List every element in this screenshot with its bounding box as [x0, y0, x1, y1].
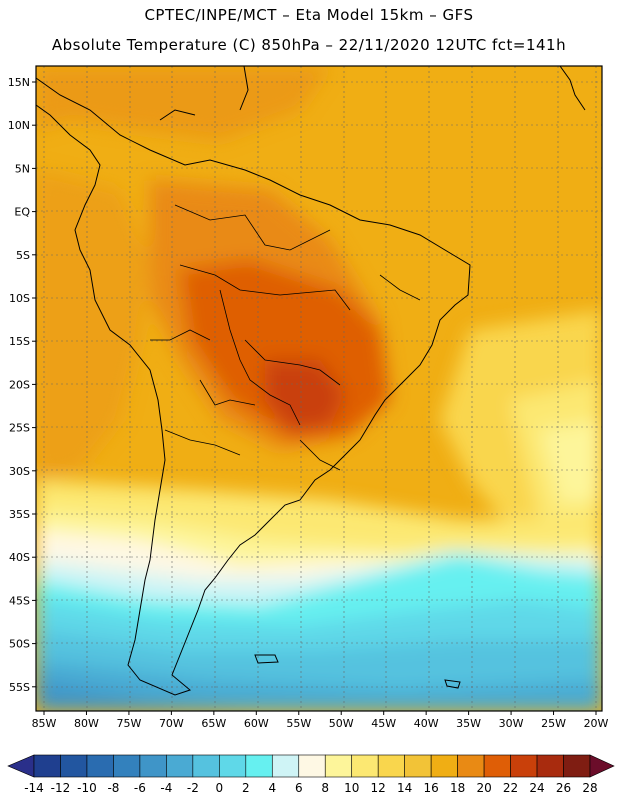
colorbar-tick-label: 22	[503, 781, 518, 795]
colorbar-swatch	[563, 754, 591, 778]
colorbar-tick-label: -4	[160, 781, 172, 795]
lon-label: 20W	[584, 717, 609, 730]
colorbar-tick-label: 14	[397, 781, 412, 795]
colorbar-swatch	[192, 754, 220, 778]
lat-label: 40S	[9, 551, 30, 564]
lat-label: 5S	[16, 249, 30, 262]
longitude-labels: 85W 80W 75W 70W 65W 60W 55W 50W 45W 40W 35W 30W 25W 2…	[32, 711, 609, 730]
lon-label: 55W	[286, 717, 311, 730]
country-borders	[150, 204, 421, 471]
lat-label: 30S	[9, 465, 30, 478]
colorbar-tick-label: -8	[107, 781, 119, 795]
lon-label: 65W	[201, 717, 226, 730]
lat-label: 35S	[9, 508, 30, 521]
colorbar-swatch	[86, 754, 114, 778]
lon-label: 40W	[414, 717, 439, 730]
colorbar-tick-label: 6	[295, 781, 303, 795]
colorbar-tick-label: 12	[371, 781, 386, 795]
colorbar-tick-label: 4	[268, 781, 276, 795]
colorbar-swatch	[33, 754, 61, 778]
lat-label: 50S	[9, 638, 30, 651]
colorbar-tick-label: 10	[344, 781, 359, 795]
lon-label: 45W	[371, 717, 396, 730]
colorbar-tick-label: -2	[187, 781, 199, 795]
colorbar-swatch	[298, 754, 326, 778]
lon-label: 50W	[329, 717, 354, 730]
colorbar-tick-label: 26	[556, 781, 571, 795]
colorbar-tick-label: 24	[529, 781, 544, 795]
lon-label: 35W	[456, 717, 481, 730]
lat-label: 20S	[9, 378, 30, 391]
colorbar-swatch	[351, 754, 379, 778]
lat-label: 25S	[9, 422, 30, 435]
colorbar-high-arrow	[589, 754, 615, 778]
colorbar-swatch	[404, 754, 432, 778]
colorbar-swatch	[271, 754, 300, 778]
colorbar-tick-label: 18	[450, 781, 465, 795]
chart-title-line1: CPTEC/INPE/MCT – Eta Model 15km – GFS	[144, 6, 474, 24]
colorbar-tick-label: 28	[582, 781, 597, 795]
colorbar-tick-label: -14	[24, 781, 44, 795]
colorbar-tick-label: -12	[51, 781, 71, 795]
lon-label: 70W	[159, 717, 184, 730]
colorbar-swatch	[510, 754, 538, 778]
colorbar-swatch	[430, 754, 458, 778]
colorbar-low-arrow	[7, 754, 35, 778]
lat-label: 15N	[8, 76, 30, 89]
latitude-labels: 15N 10N 5N EQ 5S 10S 15S 20S 25S 30S 35S 40S 45S 50S 5…	[8, 76, 36, 694]
lat-label: 15S	[9, 335, 30, 348]
colorbar-tick-label: 20	[476, 781, 491, 795]
lon-label: 75W	[116, 717, 141, 730]
colorbar-tick-label: 2	[242, 781, 250, 795]
lat-label: 10S	[9, 292, 30, 305]
colorbar-tick-label: 16	[424, 781, 439, 795]
map-frame	[35, 65, 603, 712]
colorbar-swatch	[139, 754, 167, 778]
colorbar-tick-label: -6	[134, 781, 146, 795]
lon-label: 30W	[499, 717, 524, 730]
chart-title-line2: Absolute Temperature (C) 850hPa – 22/11/…	[51, 36, 567, 54]
lat-label: 45S	[9, 594, 30, 607]
colorbar-swatch	[245, 754, 273, 778]
temperature-field	[36, 66, 602, 711]
lat-label: 10N	[8, 119, 30, 132]
colorbar-swatch	[324, 754, 353, 778]
lon-label: 80W	[74, 717, 99, 730]
colorbar-swatch	[536, 754, 564, 778]
lon-label: 60W	[244, 717, 269, 730]
colorbar-swatch	[219, 754, 247, 778]
lon-label: 25W	[541, 717, 566, 730]
lon-label: 85W	[32, 717, 57, 730]
colorbar-tick-label: -10	[77, 781, 97, 795]
lat-label: 5N	[15, 162, 30, 175]
lat-label: 55S	[9, 681, 30, 694]
colorbar-swatch	[483, 754, 511, 778]
colorbar: -14 -12 -10 -8 -6 -4 -2 0 2 4 6 8 10 12 14 16 18 20 22 24 26…	[7, 754, 615, 795]
colorbar-swatch	[113, 754, 141, 778]
colorbar-tick-label: 8	[321, 781, 329, 795]
colorbar-swatch	[60, 754, 88, 778]
coastline	[36, 66, 586, 696]
lat-label: EQ	[14, 206, 30, 219]
colorbar-swatch	[457, 754, 485, 778]
colorbar-swatch	[377, 754, 405, 778]
colorbar-swatch	[166, 754, 194, 778]
graticule	[36, 66, 602, 711]
colorbar-tick-label: 0	[216, 781, 224, 795]
